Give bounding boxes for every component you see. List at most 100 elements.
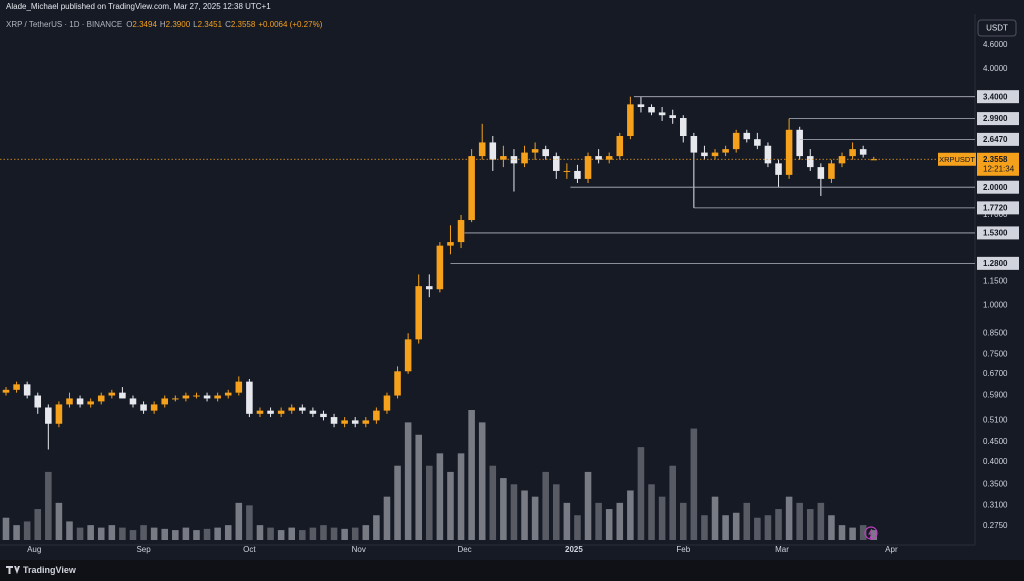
candle-body <box>161 398 169 405</box>
candle-body <box>817 167 825 179</box>
x-tick-label: 2025 <box>565 545 583 554</box>
volume-bar <box>595 502 602 540</box>
candle-body <box>658 112 666 116</box>
volume-bar <box>97 527 105 540</box>
candle-body <box>796 129 803 157</box>
volume-bar <box>669 465 676 540</box>
volume-bar <box>214 527 221 540</box>
level-label: 2.6470 <box>983 135 1008 144</box>
alert-icon-bolt <box>868 528 873 539</box>
candle-body <box>351 420 359 424</box>
level-label: 3.4000 <box>983 92 1008 101</box>
volume-bar <box>796 502 803 540</box>
candle-body <box>426 286 433 290</box>
candle-body <box>34 395 42 408</box>
currency-box[interactable] <box>977 19 1017 37</box>
volume-bar <box>256 525 264 540</box>
candle-body <box>859 149 867 155</box>
candle-body <box>13 384 20 390</box>
level-label-box <box>977 180 1019 194</box>
candle-body <box>341 420 348 424</box>
volume-bar <box>870 530 878 540</box>
axis-layer: Aug Sep Oct Nov Dec 2025 Feb Mar Apr 4.6000 4.0000… <box>27 40 1019 554</box>
volume-bar <box>605 509 613 540</box>
volume-bar <box>129 530 137 540</box>
candle-body <box>828 163 835 179</box>
volume-bar <box>235 502 243 540</box>
symbol-box <box>938 152 976 166</box>
x-tick-label: Feb <box>676 545 690 554</box>
level-label-box <box>977 226 1019 240</box>
volume-bar <box>690 428 698 540</box>
candle-body <box>415 286 422 340</box>
candle-body <box>510 156 518 164</box>
legend-key: L <box>193 20 198 29</box>
candle-body <box>404 339 412 372</box>
candle-body <box>45 407 52 424</box>
plot-layer <box>0 96 975 450</box>
volume-bar <box>859 525 867 540</box>
volume-bar <box>299 530 306 540</box>
candle-body <box>362 420 370 424</box>
y-tick-label: 0.7500 <box>983 350 1008 359</box>
legend-value: 2.3494 <box>132 20 157 29</box>
candle-body <box>521 152 528 164</box>
volume-bar <box>785 496 793 540</box>
legend-key: C <box>225 20 231 29</box>
currency[interactable]: USDT <box>986 24 1008 33</box>
candle-body <box>595 156 602 160</box>
last-price-label: 2.3558 <box>983 155 1008 164</box>
volume-bar <box>436 453 444 540</box>
candle-body <box>637 104 645 108</box>
candle-body <box>320 413 327 418</box>
candle-body <box>711 152 719 157</box>
candle-body <box>87 401 94 405</box>
candle-body <box>563 170 571 172</box>
volume-bar <box>679 502 687 540</box>
candle-body <box>172 398 179 400</box>
volume-bar <box>373 515 380 540</box>
candle-body <box>309 410 317 414</box>
volume-bar <box>838 525 846 540</box>
candle-body <box>108 392 116 396</box>
alert-icon[interactable] <box>864 526 878 540</box>
volume-bar <box>457 453 465 540</box>
legend-value: 2.3558 <box>231 20 256 29</box>
volume-layer <box>2 410 878 540</box>
volume-bar <box>341 528 348 540</box>
volume-bar <box>66 521 73 540</box>
legend: XRP / TetherUS · 1D · BINANCE O2.3494 H2.3… <box>6 20 323 29</box>
legend-key: O <box>126 20 132 29</box>
volume-bar <box>775 509 782 540</box>
volume-bar <box>320 525 327 540</box>
level-label: 1.7720 <box>983 203 1008 212</box>
candle-body <box>870 159 878 161</box>
volume-bar <box>732 512 740 540</box>
level-label: 1.2800 <box>983 259 1008 268</box>
candle-body <box>373 410 380 421</box>
candle-body <box>849 149 856 157</box>
y-tick-label: 1.1500 <box>983 277 1008 286</box>
volume-bar <box>87 525 94 540</box>
candle-body <box>203 395 211 399</box>
volume-bar <box>404 422 412 540</box>
volume-bar <box>277 530 285 540</box>
volume-bar <box>658 496 666 540</box>
candle-body <box>553 156 560 171</box>
candle-body <box>457 220 465 243</box>
candle-body <box>838 156 846 164</box>
volume-bar <box>193 530 200 540</box>
volume-bar <box>764 515 772 540</box>
candle-body <box>500 156 507 160</box>
candle-body <box>489 142 497 160</box>
y-tick-label: 4.0000 <box>983 64 1008 73</box>
candle-body <box>478 142 486 157</box>
candle-body <box>2 389 10 393</box>
volume-bar <box>828 515 835 540</box>
volume-bar <box>309 527 317 540</box>
candle-body <box>299 407 306 411</box>
volume-bar <box>23 521 31 540</box>
level-label-box <box>977 132 1019 146</box>
volume-bar <box>500 478 507 540</box>
volume-bar <box>563 502 571 540</box>
